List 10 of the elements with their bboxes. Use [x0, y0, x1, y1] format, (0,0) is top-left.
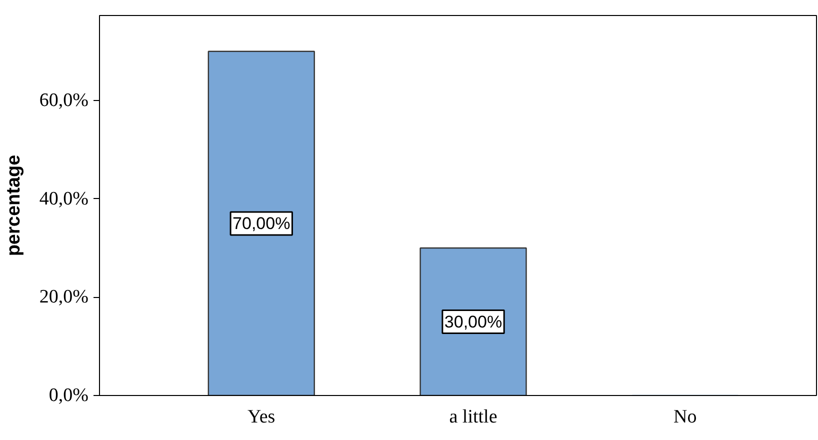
y-tick-label: 0,0%	[48, 385, 89, 406]
y-axis-title: percentage	[3, 154, 24, 256]
data-label: 70,00%	[232, 214, 290, 233]
data-label: 30,00%	[444, 312, 502, 332]
y-tick-label: 40,0%	[39, 188, 89, 210]
x-tick-label: No	[674, 406, 697, 428]
y-tick-label: 60,0%	[39, 90, 89, 112]
x-tick-label: Yes	[248, 406, 276, 428]
y-tick-label: 20,0%	[39, 286, 89, 308]
x-tick-label: a little	[449, 406, 498, 428]
